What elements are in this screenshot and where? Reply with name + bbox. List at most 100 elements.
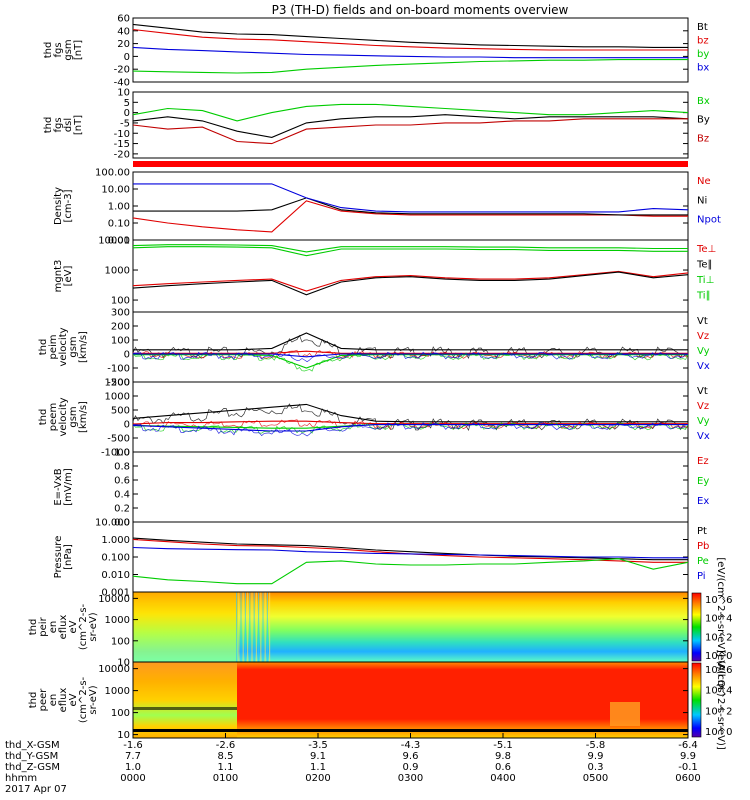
ephemeris-value: -1.6 bbox=[123, 740, 143, 751]
ephemeris-value: 9.9 bbox=[680, 751, 696, 762]
ephemeris-value: 0.3 bbox=[588, 762, 604, 773]
series-line-Ti⊥ bbox=[132, 246, 688, 257]
series-noise-Vz bbox=[132, 349, 689, 360]
panel-peer: 10^6 10^4 10^2 10^0[eV/(cm^2-s-sr-eV)] 10000… bbox=[28, 650, 732, 750]
ion-spectrogram-stripe bbox=[242, 592, 244, 662]
y-axis-label: gsm bbox=[68, 336, 79, 357]
ephemeris-label: hhmm bbox=[5, 773, 37, 784]
y-tick-label: 0.001 bbox=[101, 588, 130, 599]
y-tick-label: 0.100 bbox=[101, 553, 130, 564]
ephemeris-value: 9.9 bbox=[588, 751, 604, 762]
legend-entry: Ey bbox=[697, 476, 709, 487]
y-tick-label: 1000 bbox=[105, 266, 130, 277]
series-line-Vt bbox=[133, 332, 688, 351]
series-line-Te∥ bbox=[132, 271, 689, 296]
y-tick-label: -200 bbox=[107, 378, 130, 389]
quality-flag-bar bbox=[133, 161, 688, 167]
y-tick-label: 40 bbox=[117, 26, 130, 37]
y-tick-label: -20 bbox=[114, 65, 130, 76]
y-tick-label: 1.000 bbox=[101, 535, 130, 546]
y-axis-label: gsm bbox=[63, 39, 74, 60]
series-line-Vt bbox=[132, 403, 688, 423]
ephemeris-value: 0500 bbox=[583, 773, 608, 784]
ephemeris-value: 9.6 bbox=[403, 751, 419, 762]
legend-entry: Vx bbox=[697, 431, 710, 442]
y-tick-label: 0.01 bbox=[108, 236, 130, 247]
y-tick-label: 100.00 bbox=[95, 168, 130, 179]
y-tick-label: 0 bbox=[124, 420, 130, 431]
y-axis-label: peir bbox=[38, 616, 49, 636]
y-axis-label: Density bbox=[53, 187, 64, 225]
electron-spectrogram-early bbox=[133, 662, 237, 738]
y-tick-label: 1000 bbox=[105, 615, 130, 626]
series-line-Bx bbox=[132, 103, 689, 122]
y-tick-label: 0 bbox=[124, 108, 130, 119]
electron-spectrogram-gap bbox=[133, 729, 688, 732]
y-axis-label: Pressure bbox=[53, 536, 64, 579]
series-noise-Vz bbox=[132, 419, 689, 430]
ephemeris-value: 0000 bbox=[120, 773, 145, 784]
ion-spectrogram-stripe bbox=[236, 592, 238, 662]
ion-spectrogram-stripe bbox=[249, 592, 251, 662]
ion-spectrogram-stripe bbox=[264, 592, 266, 662]
y-tick-label: -100 bbox=[107, 364, 130, 375]
series-line-Pe bbox=[132, 558, 689, 585]
ephemeris-label: thd_X-GSM bbox=[5, 740, 60, 751]
panel-peir: 10^6 10^4 10^2 10^0[eV/(cm^2-s-sr-eV)] (All… bbox=[28, 557, 732, 696]
y-tick-label: 10000 bbox=[98, 664, 130, 675]
legend-entry: Vt bbox=[697, 386, 708, 397]
colorbar-tick: 10^6 bbox=[705, 665, 732, 676]
y-tick-label: 0.2 bbox=[114, 504, 130, 515]
y-tick-label: 300 bbox=[111, 308, 130, 319]
legend-entry: bz bbox=[697, 36, 709, 47]
ephemeris-value: 1.1 bbox=[218, 762, 234, 773]
y-tick-label: 10000 bbox=[98, 594, 130, 605]
y-axis-label: peem bbox=[48, 403, 59, 431]
panel-frame bbox=[132, 381, 689, 453]
y-axis-label: thd bbox=[38, 339, 49, 356]
y-tick-label: 5 bbox=[124, 98, 130, 109]
ephemeris-value: 0400 bbox=[490, 773, 515, 784]
y-axis-label: thd bbox=[28, 692, 39, 709]
y-tick-label: -40 bbox=[114, 78, 130, 89]
colorbar-tick: 10^2 bbox=[705, 706, 732, 717]
ephemeris-value: -5.1 bbox=[493, 740, 513, 751]
colorbar-tick: 10^0 bbox=[705, 727, 732, 738]
colorbar bbox=[691, 662, 702, 738]
ion-spectrogram-stripe bbox=[260, 592, 262, 662]
y-tick-label: -15 bbox=[114, 139, 130, 150]
y-axis-label: fgs bbox=[53, 42, 64, 57]
ephemeris-value: 0.9 bbox=[403, 762, 419, 773]
y-tick-label: 0.0 bbox=[114, 518, 130, 529]
date-label: 2017 Apr 07 bbox=[5, 784, 67, 795]
legend-entry: Pt bbox=[697, 526, 707, 537]
ephemeris-value: -2.6 bbox=[216, 740, 236, 751]
legend-entry: Pb bbox=[697, 541, 709, 552]
legend-entry: Vy bbox=[697, 346, 710, 357]
series-noise-Vx bbox=[132, 422, 689, 437]
legend-entry: Pe bbox=[697, 556, 709, 567]
y-axis-label: eV bbox=[68, 693, 79, 706]
panel-temps: 10000 1000 100 mgnt3 [eV] Te⊥ Te∥ Ti⊥ Ti∥ bbox=[53, 236, 716, 313]
ion-spectrogram-stripe bbox=[266, 592, 268, 662]
y-axis-label: dsl bbox=[63, 118, 74, 132]
y-tick-label: 1000 bbox=[105, 392, 130, 403]
y-axis-label: velocity bbox=[58, 327, 69, 366]
ion-spectrogram-stripe bbox=[244, 592, 246, 662]
y-tick-label: 10 bbox=[117, 730, 130, 741]
y-axis-label: thd bbox=[38, 409, 49, 426]
series-line-Vx bbox=[133, 353, 688, 358]
panel-peem: 1500 1000 500 0 -500 -1000 thd peem velocity gsm[… bbox=[38, 378, 710, 459]
y-axis-label: thd bbox=[43, 42, 54, 59]
legend-entry: Ti⊥ bbox=[696, 275, 714, 286]
y-tick-label: -20 bbox=[114, 149, 130, 160]
panel-peim: 300 200 100 0 -100 -200 thd peim velocity gsm [km/… bbox=[38, 308, 710, 389]
y-axis-label: fgs bbox=[53, 117, 64, 132]
y-axis-label: [nT] bbox=[73, 115, 84, 135]
series-line-Vx bbox=[132, 424, 688, 432]
y-axis-label: mgnt3 bbox=[53, 260, 64, 293]
panel-frame bbox=[132, 451, 689, 523]
